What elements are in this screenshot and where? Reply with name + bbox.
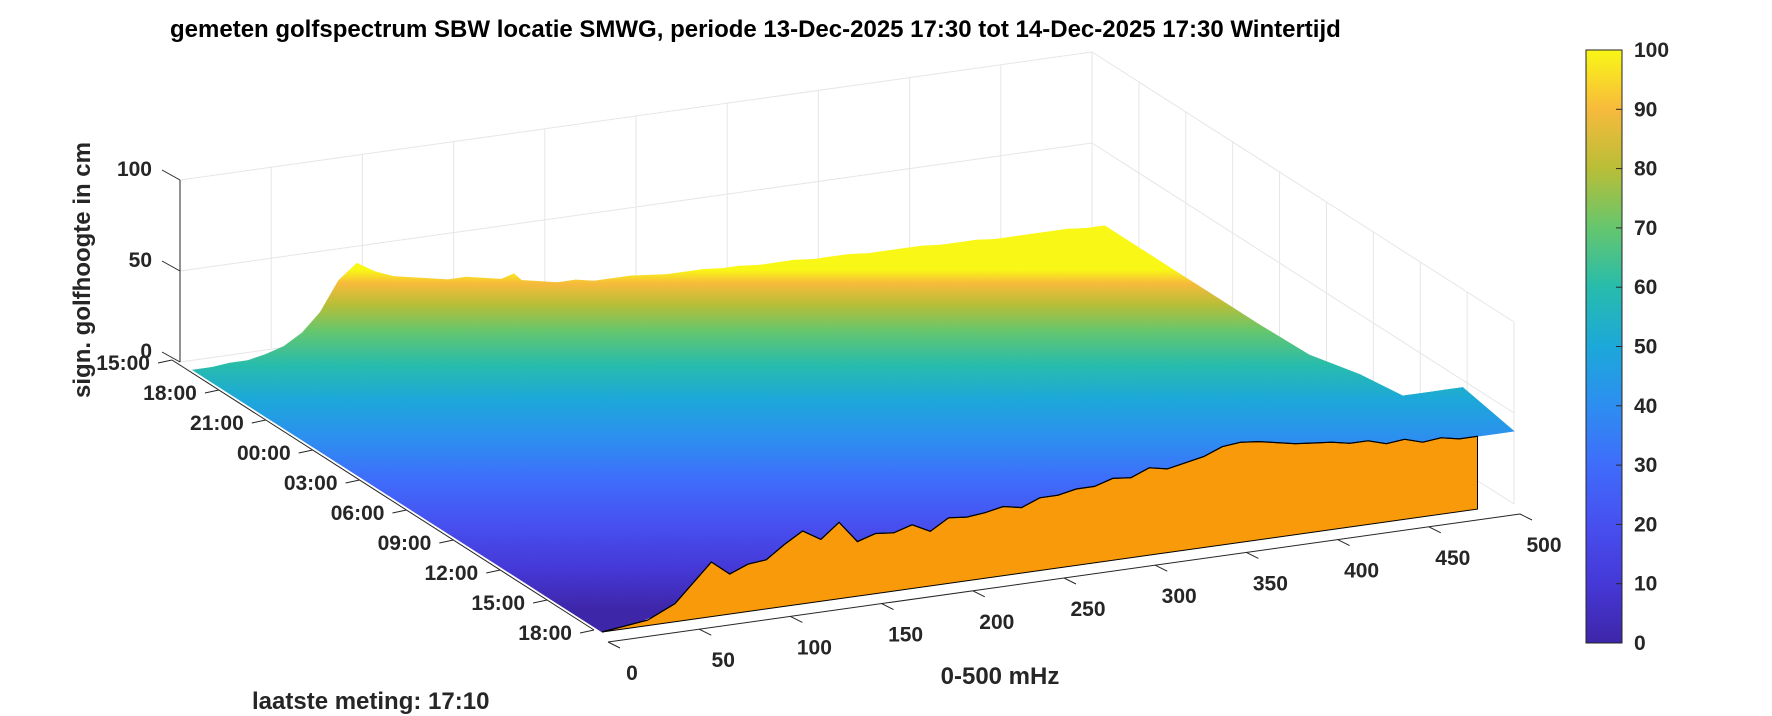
z-tick-label: 50 <box>129 249 152 272</box>
x-tick <box>698 628 712 636</box>
latest-measurement-note: laatste meting: 17:10 <box>252 688 490 715</box>
colorbar-tick-label: 90 <box>1634 98 1657 121</box>
x-tick-label: 50 <box>712 649 735 672</box>
time-tick <box>157 359 173 364</box>
time-tick <box>345 479 360 484</box>
colorbar-tick-label: 20 <box>1634 513 1657 536</box>
x-tick-label: 400 <box>1344 560 1379 583</box>
time-tick-label: 18:00 <box>518 622 572 645</box>
x-tick <box>1246 551 1259 559</box>
surface-patch <box>1443 387 1515 435</box>
colorbar-tick-label: 30 <box>1634 454 1657 477</box>
time-tick <box>392 509 407 514</box>
chart-title: gemeten golfspectrum SBW locatie SMWG, p… <box>170 16 1341 43</box>
wave-spectrum-surface <box>191 225 1515 633</box>
time-tick <box>439 539 454 544</box>
grid-line-side-z <box>1091 142 1515 414</box>
colorbar-tick-label: 40 <box>1634 395 1657 418</box>
time-tick <box>486 569 501 574</box>
colorbar-tick-label: 80 <box>1634 158 1657 181</box>
colorbar-ticks: 0 10 20 30 40 50 60 70 80 90 100 <box>1616 39 1669 655</box>
time-tick-label: 15:00 <box>96 352 150 375</box>
axes: 05010015020025030035040045050015:0018:00… <box>96 158 1561 685</box>
x-tick <box>881 603 894 611</box>
colorbar: 0 10 20 30 40 50 60 70 80 90 100 <box>1585 39 1669 655</box>
z-tick-label: 100 <box>117 158 152 181</box>
time-tick-label: 18:00 <box>143 382 197 405</box>
x-tick-label: 450 <box>1435 547 1470 570</box>
x-tick-label: 350 <box>1253 572 1288 595</box>
time-tick-label: 00:00 <box>237 442 291 465</box>
x-tick-label: 150 <box>888 624 923 647</box>
grid-line-side-z <box>1091 51 1515 323</box>
latest-spectrum-line <box>601 435 1478 633</box>
time-tick <box>251 419 266 424</box>
colorbar-tick-label: 70 <box>1634 217 1657 240</box>
x-tick <box>1337 539 1350 547</box>
x-tick-label: 100 <box>797 636 832 659</box>
x-tick <box>972 590 986 598</box>
colorbar-tick-label: 10 <box>1634 573 1657 596</box>
time-tick-label: 06:00 <box>331 502 385 525</box>
x-tick-label: 200 <box>979 611 1014 634</box>
time-tick <box>579 629 595 634</box>
x-tick <box>1063 577 1077 585</box>
colorbar-tick-label: 100 <box>1634 39 1669 62</box>
x-tick <box>1428 526 1442 534</box>
time-tick <box>533 599 548 604</box>
x-tick-label: 500 <box>1526 534 1561 557</box>
time-tick-label: 21:00 <box>190 412 244 435</box>
time-axis-line <box>171 359 595 631</box>
x-tick <box>607 641 621 649</box>
z-tick <box>161 351 181 363</box>
time-tick-label: 09:00 <box>378 532 432 555</box>
z-tick <box>161 169 181 181</box>
x-tick-label: 300 <box>1162 585 1197 608</box>
x-tick <box>790 615 803 623</box>
x-tick-label: 250 <box>1070 598 1105 621</box>
x-tick <box>1154 564 1168 572</box>
time-tick <box>298 449 313 454</box>
time-tick <box>204 389 219 394</box>
x-tick-label: 0 <box>626 662 638 685</box>
colorbar-tick-label: 50 <box>1634 336 1657 359</box>
z-tick <box>161 260 181 272</box>
x-tick <box>1519 513 1533 521</box>
z-tick-label: 0 <box>140 340 152 363</box>
z-axis-title: sign. golfhoogte in cm <box>69 142 96 398</box>
time-tick-label: 12:00 <box>425 562 479 585</box>
colorbar-tick-label: 60 <box>1634 276 1657 299</box>
x-axis-title: 0-500 mHz <box>941 663 1060 690</box>
time-tick-label: 03:00 <box>284 472 338 495</box>
time-tick-label: 15:00 <box>471 592 525 615</box>
colorbar-tick-label: 0 <box>1634 632 1646 655</box>
